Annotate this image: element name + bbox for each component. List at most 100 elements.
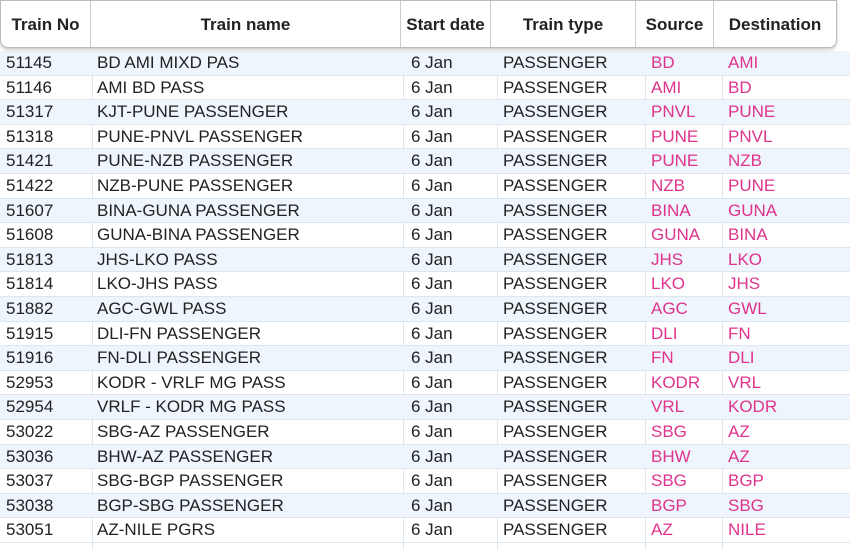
table-row: 53037 SBG-BGP PASSENGER 6 Jan PASSENGER SBG B… xyxy=(0,469,850,494)
table-cell: 6 Jan xyxy=(411,471,453,491)
table-cell: AZ xyxy=(728,422,750,441)
table-row: 53038 BGP-SBG PASSENGER 6 Jan PASSENGER BGP S… xyxy=(0,493,850,519)
table-cell: 53022 xyxy=(6,422,54,441)
table-cell: NZB xyxy=(728,151,762,171)
table-cell: BINA xyxy=(651,200,691,220)
table-cell: 53037 xyxy=(6,471,54,491)
table-cell: PASSENGER xyxy=(503,225,608,245)
table-cell: FN xyxy=(728,323,751,343)
table-cell: 51421 xyxy=(6,151,54,171)
table-cell: 6 Jan xyxy=(411,299,453,318)
table-cell: PUNE xyxy=(651,151,699,171)
table-cell: PASSENGER xyxy=(503,151,608,171)
table-cell: 6 Jan xyxy=(411,249,453,269)
table-cell: PUNE-NZB PASSENGER xyxy=(97,151,294,171)
table-row: 51813 JHS-LKO PASS 6 Jan PASSENGER JHS LKO xyxy=(0,247,850,273)
table-cell: KODR - VRLF MG PASS xyxy=(97,372,286,392)
table-cell: 6 Jan xyxy=(411,274,453,294)
table-cell: 52954 xyxy=(6,397,54,417)
table-cell: LKO-JHS PASS xyxy=(97,274,218,294)
table-cell: 6 Jan xyxy=(411,323,453,343)
table-cell: BD xyxy=(651,53,675,72)
table-cell: VRLF - KODR MG PASS xyxy=(97,397,286,417)
table-cell: 51607 xyxy=(6,200,54,220)
table-cell: BD AMI MIXD PAS xyxy=(97,53,240,72)
table-cell: AGC xyxy=(651,299,688,318)
table-cell: PASSENGER xyxy=(503,446,608,466)
table-row: 51814 LKO-JHS PASS 6 Jan PASSENGER LKO JHS xyxy=(0,272,850,297)
table-cell: SBG-AZ PASSENGER xyxy=(97,422,270,441)
table-cell: BHW xyxy=(651,446,691,466)
table-row: 51318 PUNE-PNVL PASSENGER 6 Jan PASSENGER PU… xyxy=(0,125,850,150)
table-cell: SBG xyxy=(651,471,687,491)
table-row: 51317 KJT-PUNE PASSENGER 6 Jan PASSENGER PNV… xyxy=(0,100,850,125)
table-cell: GUNA-BINA PASSENGER xyxy=(97,225,300,245)
table-cell: GUNA xyxy=(728,200,778,220)
table-cell: FN-DLI PASSENGER xyxy=(97,348,262,368)
table-cell: FN xyxy=(651,348,674,368)
table-cell: DLI xyxy=(728,348,755,368)
table-cell: AGC-GWL PASS xyxy=(97,299,227,318)
table-cell: 6 Jan xyxy=(411,151,453,171)
table-row: 52953 KODR - VRLF MG PASS 6 Jan PASSENGER KO… xyxy=(0,371,850,396)
table-cell: PNVL xyxy=(728,126,773,146)
column-header: Train type xyxy=(491,1,636,47)
table-cell: NILE xyxy=(728,520,766,540)
table-cell: PASSENGER xyxy=(503,372,608,392)
table-cell: PASSENGER xyxy=(503,274,608,294)
table-row: 51607 BINA-GUNA PASSENGER 6 Jan PASSENGER BI… xyxy=(0,198,850,224)
table-row: 53051 AZ-NILE PGRS 6 Jan PASSENGER AZ NILE xyxy=(0,518,850,543)
table-cell: PASSENGER xyxy=(503,200,608,220)
table-cell: AMI xyxy=(651,77,682,97)
table-cell: 53038 xyxy=(6,495,54,515)
table-row: 53022 SBG-AZ PASSENGER 6 Jan PASSENGER SBG AZ xyxy=(0,420,850,445)
table-cell: 6 Jan xyxy=(411,397,453,417)
column-header: Source xyxy=(636,1,714,47)
table-cell: SBG-BGP PASSENGER xyxy=(97,471,284,491)
table-cell: 6 Jan xyxy=(411,176,453,195)
table-cell: 51422 xyxy=(6,176,54,195)
table-cell: BINA xyxy=(728,225,768,245)
table-cell: PASSENGER xyxy=(503,102,608,122)
table-cell: LKO xyxy=(651,274,686,294)
table-cell: GUNA xyxy=(651,225,701,245)
table-cell: PUNE xyxy=(728,176,776,195)
table-cell: PASSENGER xyxy=(503,249,608,269)
table-cell: 51608 xyxy=(6,225,54,245)
table-cell: 51813 xyxy=(6,249,54,269)
table-cell: BGP xyxy=(651,495,687,515)
table-cell: DLI xyxy=(651,323,678,343)
table-cell: 51915 xyxy=(6,323,54,343)
table-cell: 6 Jan xyxy=(411,520,453,540)
table-cell: 6 Jan xyxy=(411,77,453,97)
table-cell: SBG xyxy=(728,495,764,515)
table-cell: AMI xyxy=(728,53,759,72)
column-header: Train No xyxy=(1,1,91,47)
table-cell: 6 Jan xyxy=(411,422,453,441)
table-row: 51882 AGC-GWL PASS 6 Jan PASSENGER AGC GWL xyxy=(0,297,850,322)
table-cell: 6 Jan xyxy=(411,446,453,466)
table-cell: 6 Jan xyxy=(411,348,453,368)
table-cell: KODR xyxy=(728,397,778,417)
table-cell: JHS-LKO PASS xyxy=(97,249,218,269)
table-row: 51145 BD AMI MIXD PAS 6 Jan PASSENGER BD AMI xyxy=(0,51,850,76)
table-cell: NZB-PUNE PASSENGER xyxy=(97,176,294,195)
table-cell: LKO xyxy=(728,249,763,269)
table-cell: PASSENGER xyxy=(503,53,608,72)
table-cell: PUNE xyxy=(651,126,699,146)
column-header: Train name xyxy=(91,1,401,47)
table-row: 51422 NZB-PUNE PASSENGER 6 Jan PASSENGER NZB… xyxy=(0,174,850,199)
table-cell: VRL xyxy=(728,372,762,392)
column-header: Start date xyxy=(401,1,491,47)
table-cell: SBG xyxy=(651,422,687,441)
table-cell: BINA-GUNA PASSENGER xyxy=(97,200,300,220)
table-cell: PASSENGER xyxy=(503,299,608,318)
table-cell: AMI BD PASS xyxy=(97,77,205,97)
table-cell: 52953 xyxy=(6,372,54,392)
table-cell: PASSENGER xyxy=(503,422,608,441)
table-cell: AZ xyxy=(728,446,750,466)
table-cell: DLI-FN PASSENGER xyxy=(97,323,262,343)
table-row: 51916 FN-DLI PASSENGER 6 Jan PASSENGER FN DLI xyxy=(0,346,850,371)
table-cell: GWL xyxy=(728,299,767,318)
